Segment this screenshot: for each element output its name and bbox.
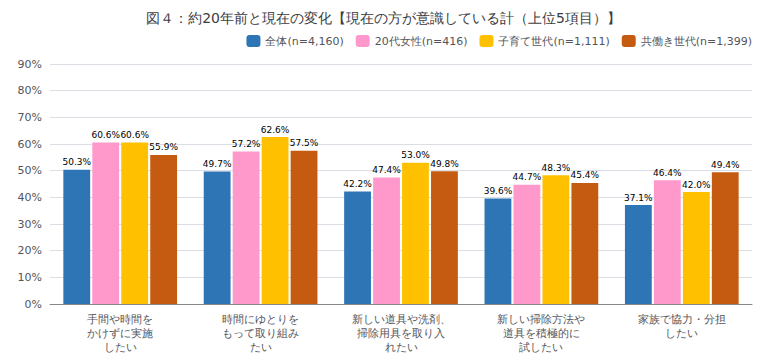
svg-text:49.7%: 49.7%: [203, 159, 232, 169]
svg-text:49.8%: 49.8%: [430, 159, 459, 169]
svg-text:掃除用具を取り入: 掃除用具を取り入: [357, 327, 445, 340]
svg-text:したい: したい: [104, 341, 137, 354]
svg-text:新しい道具や洗剤、: 新しい道具や洗剤、: [352, 313, 451, 326]
svg-text:37.1%: 37.1%: [624, 193, 653, 203]
svg-text:50.3%: 50.3%: [62, 157, 91, 167]
svg-text:道具を積極的に: 道具を積極的に: [503, 327, 580, 340]
svg-text:もって取り組み: もって取り組み: [222, 327, 299, 340]
svg-text:手間や時間を: 手間や時間を: [87, 313, 153, 326]
svg-text:30%: 30%: [18, 218, 42, 231]
svg-text:時間にゆとりを: 時間にゆとりを: [222, 313, 299, 326]
svg-text:62.6%: 62.6%: [261, 125, 290, 135]
svg-text:0%: 0%: [25, 298, 42, 311]
svg-text:42.2%: 42.2%: [343, 179, 372, 189]
svg-text:47.4%: 47.4%: [372, 165, 401, 175]
svg-text:したい: したい: [665, 327, 698, 340]
svg-text:49.4%: 49.4%: [711, 160, 740, 170]
svg-text:57.5%: 57.5%: [290, 138, 319, 148]
svg-text:60.6%: 60.6%: [91, 130, 120, 140]
svg-text:新しい掃除方法や: 新しい掃除方法や: [497, 313, 585, 326]
svg-text:10%: 10%: [18, 271, 42, 284]
svg-text:42.0%: 42.0%: [682, 180, 711, 190]
svg-text:全体(n=4,160): 全体(n=4,160): [265, 35, 343, 48]
svg-text:44.7%: 44.7%: [513, 172, 542, 182]
svg-text:かけずに実施: かけずに実施: [87, 327, 153, 340]
svg-text:55.9%: 55.9%: [149, 142, 178, 152]
svg-text:60%: 60%: [18, 138, 42, 151]
svg-text:50%: 50%: [18, 164, 42, 177]
svg-text:53.0%: 53.0%: [401, 150, 430, 160]
svg-text:たい: たい: [250, 341, 272, 354]
svg-text:20%: 20%: [18, 244, 42, 257]
svg-text:20代女性(n=416): 20代女性(n=416): [375, 35, 468, 48]
svg-text:共働き世代(n=1,399): 共働き世代(n=1,399): [641, 35, 752, 48]
svg-text:57.2%: 57.2%: [232, 139, 261, 149]
svg-text:40%: 40%: [18, 191, 42, 204]
svg-text:図４：約20年前と現在の変化【現在の方が意識している計（上位: 図４：約20年前と現在の変化【現在の方が意識している計（上位5項目）】: [146, 10, 621, 26]
svg-text:80%: 80%: [18, 84, 42, 97]
svg-text:46.4%: 46.4%: [653, 168, 682, 178]
svg-text:家族で協力・分担: 家族で協力・分担: [638, 313, 726, 326]
svg-text:90%: 90%: [18, 58, 42, 71]
svg-text:45.4%: 45.4%: [571, 170, 600, 180]
svg-text:60.6%: 60.6%: [120, 130, 149, 140]
svg-text:39.6%: 39.6%: [484, 186, 513, 196]
svg-text:試したい: 試したい: [519, 341, 563, 354]
svg-text:70%: 70%: [18, 111, 42, 124]
svg-text:48.3%: 48.3%: [542, 163, 571, 173]
svg-text:子育て世代(n=1,111): 子育て世代(n=1,111): [498, 35, 609, 48]
svg-text:れたい: れたい: [385, 341, 418, 354]
